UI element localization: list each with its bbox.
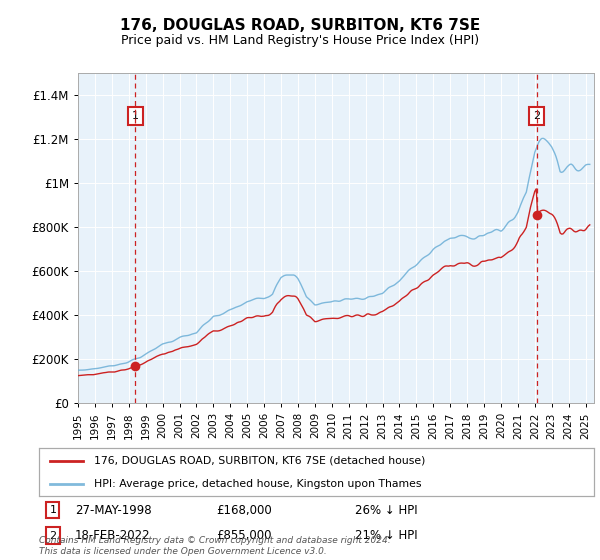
Text: 176, DOUGLAS ROAD, SURBITON, KT6 7SE (detached house): 176, DOUGLAS ROAD, SURBITON, KT6 7SE (de… [95, 456, 426, 466]
Text: 27-MAY-1998: 27-MAY-1998 [75, 504, 152, 517]
Text: 2: 2 [49, 530, 56, 540]
Text: £168,000: £168,000 [217, 504, 272, 517]
Text: 176, DOUGLAS ROAD, SURBITON, KT6 7SE: 176, DOUGLAS ROAD, SURBITON, KT6 7SE [120, 18, 480, 32]
Text: 21% ↓ HPI: 21% ↓ HPI [355, 529, 418, 542]
Text: 1: 1 [49, 505, 56, 515]
Text: HPI: Average price, detached house, Kingston upon Thames: HPI: Average price, detached house, King… [95, 479, 422, 489]
Text: 18-FEB-2022: 18-FEB-2022 [75, 529, 151, 542]
Text: 2: 2 [533, 111, 541, 121]
Text: 1: 1 [131, 111, 139, 121]
Text: Contains HM Land Registry data © Crown copyright and database right 2024.
This d: Contains HM Land Registry data © Crown c… [39, 536, 391, 556]
Text: £855,000: £855,000 [217, 529, 272, 542]
Text: Price paid vs. HM Land Registry's House Price Index (HPI): Price paid vs. HM Land Registry's House … [121, 34, 479, 47]
Text: 26% ↓ HPI: 26% ↓ HPI [355, 504, 418, 517]
